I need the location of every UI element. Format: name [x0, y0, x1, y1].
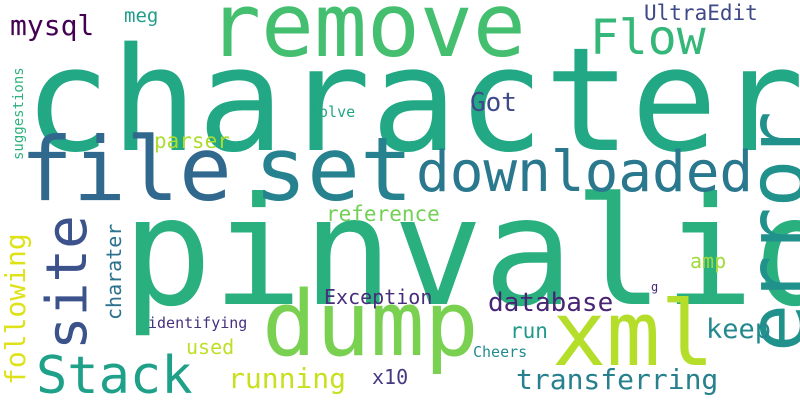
- word-reference: reference: [326, 202, 440, 226]
- word-transferring: transferring: [516, 363, 719, 396]
- word-suggestions: suggestions: [11, 67, 27, 160]
- word-charater: charater: [102, 223, 126, 320]
- word-stack: Stack: [36, 346, 193, 400]
- word-parser: parser: [154, 129, 230, 153]
- word-ultraedit: UltraEdit: [644, 1, 758, 25]
- word-keep: keep: [706, 314, 772, 345]
- word-used: used: [186, 335, 235, 359]
- word-cheers: Cheers: [473, 343, 528, 361]
- word-character: character: [24, 16, 800, 184]
- word-set: set: [254, 118, 413, 221]
- word-identifying: identifying: [148, 314, 248, 332]
- word-running: running: [228, 362, 347, 395]
- word-database: database: [488, 288, 614, 318]
- word-remove: remove: [208, 0, 526, 77]
- word-site: site: [35, 215, 100, 350]
- word-exception: Exception: [324, 285, 433, 309]
- word-solve: solve: [310, 103, 356, 121]
- word-mysql: mysql: [10, 9, 95, 42]
- word-meg: meg: [124, 5, 159, 27]
- word-x10: x10: [372, 365, 409, 389]
- word-dump: dump: [262, 272, 479, 377]
- word-got: Got: [470, 88, 517, 118]
- word-file: file: [20, 118, 232, 221]
- word-pinvalid: pinvalid: [122, 166, 800, 340]
- word-downloaded: downloaded: [416, 140, 754, 205]
- word-run: run: [510, 319, 548, 343]
- word-flow: Flow: [590, 10, 706, 66]
- word-g: g: [651, 280, 659, 294]
- word-amp: amp: [690, 249, 727, 273]
- word-xml: xml: [552, 282, 715, 387]
- word-following: following: [0, 233, 32, 385]
